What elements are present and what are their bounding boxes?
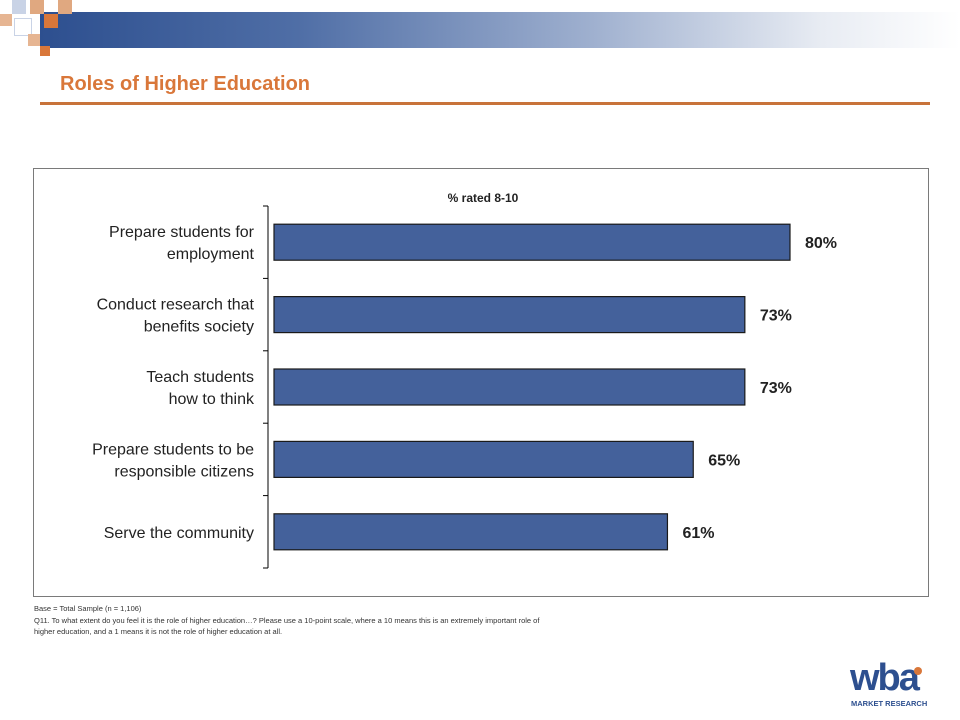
chart-frame xyxy=(33,168,929,597)
title-divider xyxy=(40,102,930,105)
logo-tagline: MARKET RESEARCH xyxy=(851,699,927,708)
header-band xyxy=(40,12,960,48)
category-label: Teach students xyxy=(146,369,254,386)
base-note: Base = Total Sample (n = 1,106) xyxy=(34,604,142,613)
wba-logo: wba MARKET RESEARCH xyxy=(849,658,927,708)
data-label: 65% xyxy=(708,452,740,469)
category-label: Prepare students to be xyxy=(92,441,254,458)
category-label: Prepare students for xyxy=(109,224,255,241)
logo-dot-icon xyxy=(914,667,922,675)
page-title: Roles of Higher Education xyxy=(60,73,311,95)
category-label: Serve the community xyxy=(104,525,254,542)
question-note-line2: higher education, and a 1 means it is no… xyxy=(34,627,283,636)
bar xyxy=(273,368,746,406)
data-label: 80% xyxy=(805,235,837,252)
question-note-line1: Q11. To what extent do you feel it is th… xyxy=(34,616,540,625)
category-label: Conduct research that xyxy=(97,297,255,314)
data-label: 61% xyxy=(682,525,714,542)
category-label: how to think xyxy=(169,391,255,408)
chart-subtitle: % rated 8-10 xyxy=(448,191,519,205)
bar xyxy=(273,223,791,261)
category-label: responsible citizens xyxy=(114,463,254,480)
data-label: 73% xyxy=(760,380,792,397)
bar xyxy=(273,296,746,334)
category-label: benefits society xyxy=(144,319,254,336)
bar xyxy=(273,513,669,551)
bar xyxy=(273,440,694,478)
logo-wordmark: wba xyxy=(849,658,921,699)
category-label: employment xyxy=(167,246,255,263)
data-label: 73% xyxy=(760,308,792,325)
